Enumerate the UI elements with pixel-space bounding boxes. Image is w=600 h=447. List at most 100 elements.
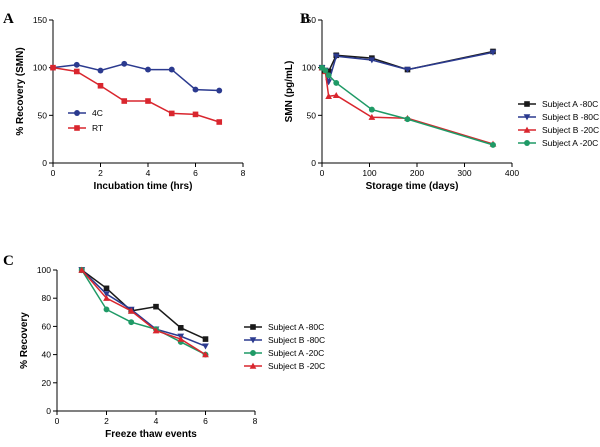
chart-b-series-3-point <box>490 141 496 148</box>
chart-b-legend-marker-3 <box>524 140 530 146</box>
chart-c-x-tick-label: 6 <box>203 416 208 426</box>
chart-c-series-1-point <box>202 343 209 350</box>
chart-c-y-axis-title: % Recovery <box>19 312 30 369</box>
chart-a-y-tick-label: 50 <box>38 110 48 120</box>
chart-a-legend-marker-0 <box>74 110 80 116</box>
chart-c-series-0-point <box>202 336 209 342</box>
chart-b: 0 50 100 150 0 100 200 300 400 Storage time (days… <box>284 15 599 192</box>
chart-a-y-tick-label: 0 <box>42 158 47 168</box>
chart-a-y-tick-label: 100 <box>33 63 47 73</box>
chart-c-series-0-point <box>177 325 184 331</box>
chart-c-series-2-point <box>128 319 135 326</box>
chart-b-legend-label-0: Subject A -80C <box>542 99 598 109</box>
chart-a-series-1-point <box>216 119 223 125</box>
chart-b-series-1-point <box>489 49 497 56</box>
chart-c-x-tick-label: 4 <box>154 416 159 426</box>
chart-a-series-line-1 <box>52 66 220 123</box>
chart-c-series-3-point <box>127 307 135 314</box>
chart-c-x-tick-label: 0 <box>55 416 60 426</box>
panel-label-b: B <box>300 11 310 27</box>
chart-a-series-1-point <box>50 64 56 71</box>
chart-b-legend-label-1: Subject B -80C <box>542 112 599 122</box>
panel-label-a: A <box>3 11 14 27</box>
chart-b-y-tick-label: 0 <box>311 158 316 168</box>
chart-a-series-1-point <box>97 82 104 89</box>
chart-c-series-line-2 <box>81 269 206 356</box>
chart-c-legend-marker-3 <box>249 362 257 369</box>
chart-b-series-3-point <box>333 79 340 86</box>
chart-a-series-0-point <box>73 61 80 68</box>
chart-c-series-3-point <box>177 335 185 342</box>
chart-a-series-1-point <box>121 98 128 104</box>
chart-c-series-1-point <box>103 291 110 298</box>
chart-b-series-3-point <box>325 72 332 79</box>
chart-a-series-0-point <box>97 67 104 74</box>
chart-b-series-0-point <box>325 68 332 75</box>
chart-b-series-3-point <box>404 116 411 123</box>
chart-c-legend-marker-0 <box>250 324 256 330</box>
chart-c-y-tick-label: 0 <box>46 406 51 416</box>
chart-b-series-2-point <box>325 92 333 99</box>
chart-a-legend-marker-1 <box>74 125 80 131</box>
chart-c-y-tick-label: 60 <box>42 321 52 331</box>
chart-a-x-tick-label: 2 <box>98 168 103 178</box>
chart-b-y-tick-label: 50 <box>307 110 317 120</box>
chart-a-y-axis-title: % Recovery (SMN) <box>15 47 26 135</box>
chart-c-y-tick-label: 80 <box>42 293 52 303</box>
chart-a-y-tick-label: 150 <box>33 15 47 25</box>
chart-a: 0 50 100 150 0 2 4 6 8 Incubation time (hrs) % Rec… <box>15 15 246 192</box>
chart-b-series-1-point <box>332 53 340 60</box>
chart-b-y-tick-label: 150 <box>302 15 316 25</box>
chart-a-legend-label-0: 4C <box>92 108 103 118</box>
chart-c-legend-label-1: Subject B -80C <box>268 335 325 345</box>
chart-a-x-tick-label: 8 <box>241 168 246 178</box>
panel-label-c: C <box>3 253 14 269</box>
chart-a-series-line-0 <box>52 63 220 92</box>
chart-a-x-axis-title: Incubation time (hrs) <box>94 181 193 192</box>
chart-b-y-tick-label: 100 <box>302 63 316 73</box>
chart-c-legend-label-2: Subject A -20C <box>268 348 324 358</box>
chart-c-legend-label-3: Subject B -20C <box>268 361 325 371</box>
chart-b-series-line-3 <box>321 67 494 146</box>
chart-c-x-tick-label: 2 <box>104 416 109 426</box>
chart-c-series-3-point <box>202 351 209 358</box>
chart-c-series-0-point <box>153 303 159 310</box>
chart-a-series-0-point <box>145 66 151 73</box>
chart-b-x-axis-title: Storage time (days) <box>366 181 459 192</box>
chart-b-series-line-2 <box>321 67 494 145</box>
chart-b-legend-label-2: Subject B -20C <box>542 125 599 135</box>
chart-a-series-0-point <box>168 66 175 73</box>
chart-c-series-2-point <box>103 306 110 313</box>
chart-b-x-tick-label: 400 <box>505 168 519 178</box>
chart-c-legend-marker-2 <box>250 350 256 356</box>
chart-c-series-line-3 <box>81 269 206 356</box>
chart-b-y-axis-title: SMN (pg/mL) <box>284 61 295 123</box>
chart-c-series-0-point <box>103 285 110 292</box>
chart-c-y-tick-label: 40 <box>42 350 52 360</box>
chart-a-x-tick-label: 4 <box>146 168 151 178</box>
chart-b-legend-marker-2 <box>523 126 531 133</box>
chart-a-series-0-point <box>216 87 223 94</box>
chart-b-series-2-point <box>332 91 340 99</box>
chart-c-series-line-1 <box>81 269 206 347</box>
chart-c-y-tick-label: 100 <box>37 265 51 275</box>
chart-a-series-0-point <box>121 60 128 67</box>
chart-b-series-2-point <box>368 113 376 120</box>
chart-b-x-tick-label: 100 <box>362 168 376 178</box>
chart-c-series-3-point <box>103 294 110 301</box>
chart-c-legend-marker-1 <box>249 337 257 344</box>
chart-b-series-1-point <box>368 57 376 64</box>
chart-c-x-axis-title: Freeze thaw events <box>105 429 197 440</box>
chart-c: 0 20 40 60 80 100 0 2 4 6 8 Freeze thaw events % Rec… <box>19 265 325 440</box>
chart-c-series-3-point <box>78 266 86 273</box>
chart-b-legend-marker-0 <box>524 101 530 107</box>
chart-b-series-3-point <box>322 67 329 74</box>
chart-b-series-3-point <box>368 106 375 113</box>
chart-a-series-1-point <box>192 111 199 118</box>
chart-b-x-tick-label: 0 <box>320 168 325 178</box>
chart-c-series-3-point <box>152 327 160 334</box>
chart-b-x-tick-label: 200 <box>410 168 424 178</box>
chart-b-legend-marker-1 <box>523 114 531 121</box>
chart-a-series-1-point <box>73 68 80 75</box>
